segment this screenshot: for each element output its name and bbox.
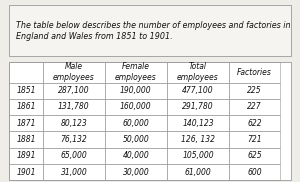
Bar: [167, 62, 229, 83]
Bar: [43, 83, 105, 99]
Text: Male
employees: Male employees: [53, 62, 95, 82]
Text: 1881: 1881: [16, 135, 36, 144]
Text: 30,000: 30,000: [122, 168, 149, 177]
Bar: [105, 164, 167, 180]
Text: Total
employees: Total employees: [177, 62, 219, 82]
Text: 227: 227: [247, 102, 262, 112]
Bar: [229, 99, 280, 115]
Bar: [229, 131, 280, 148]
Bar: [167, 148, 229, 164]
Bar: [105, 62, 167, 83]
Text: 1851: 1851: [16, 86, 36, 95]
Text: 477,100: 477,100: [182, 86, 214, 95]
Bar: [43, 148, 105, 164]
Bar: [229, 115, 280, 131]
Bar: [9, 164, 43, 180]
Bar: [105, 83, 167, 99]
Text: 1861: 1861: [16, 102, 36, 112]
Text: 131,780: 131,780: [58, 102, 90, 112]
Text: 721: 721: [247, 135, 262, 144]
FancyBboxPatch shape: [9, 5, 291, 56]
Text: 80,123: 80,123: [61, 119, 87, 128]
Text: Factories: Factories: [237, 68, 272, 77]
Bar: [9, 99, 43, 115]
Bar: [167, 115, 229, 131]
Text: 625: 625: [247, 151, 262, 160]
Text: 65,000: 65,000: [61, 151, 87, 160]
Bar: [43, 115, 105, 131]
Bar: [43, 99, 105, 115]
Bar: [167, 164, 229, 180]
Bar: [229, 148, 280, 164]
Text: 76,132: 76,132: [61, 135, 87, 144]
Bar: [167, 131, 229, 148]
Text: 105,000: 105,000: [182, 151, 214, 160]
Text: 622: 622: [247, 119, 262, 128]
Bar: [167, 99, 229, 115]
Text: 31,000: 31,000: [61, 168, 87, 177]
Bar: [9, 83, 43, 99]
Text: The table below describes the number of employees and factories in
England and W: The table below describes the number of …: [16, 21, 291, 41]
Bar: [105, 148, 167, 164]
Text: Female
employees: Female employees: [115, 62, 157, 82]
Text: 50,000: 50,000: [122, 135, 149, 144]
Bar: [167, 83, 229, 99]
Text: 126, 132: 126, 132: [181, 135, 215, 144]
Bar: [105, 99, 167, 115]
Text: 40,000: 40,000: [122, 151, 149, 160]
Bar: [43, 164, 105, 180]
Bar: [9, 131, 43, 148]
Bar: [105, 115, 167, 131]
Bar: [229, 62, 280, 83]
Text: 225: 225: [247, 86, 262, 95]
Bar: [9, 62, 43, 83]
Text: 140,123: 140,123: [182, 119, 214, 128]
Text: 1901: 1901: [16, 168, 36, 177]
Text: 287,100: 287,100: [58, 86, 90, 95]
Text: 291,780: 291,780: [182, 102, 214, 112]
Bar: [229, 164, 280, 180]
Text: 190,000: 190,000: [120, 86, 152, 95]
Text: 61,000: 61,000: [184, 168, 211, 177]
Text: 600: 600: [247, 168, 262, 177]
Bar: [9, 115, 43, 131]
Bar: [105, 131, 167, 148]
Text: 60,000: 60,000: [122, 119, 149, 128]
Bar: [229, 83, 280, 99]
Text: 160,000: 160,000: [120, 102, 152, 112]
Bar: [9, 148, 43, 164]
Bar: [9, 62, 291, 180]
Text: 1871: 1871: [16, 119, 36, 128]
Bar: [43, 131, 105, 148]
Text: 1891: 1891: [16, 151, 36, 160]
Bar: [43, 62, 105, 83]
